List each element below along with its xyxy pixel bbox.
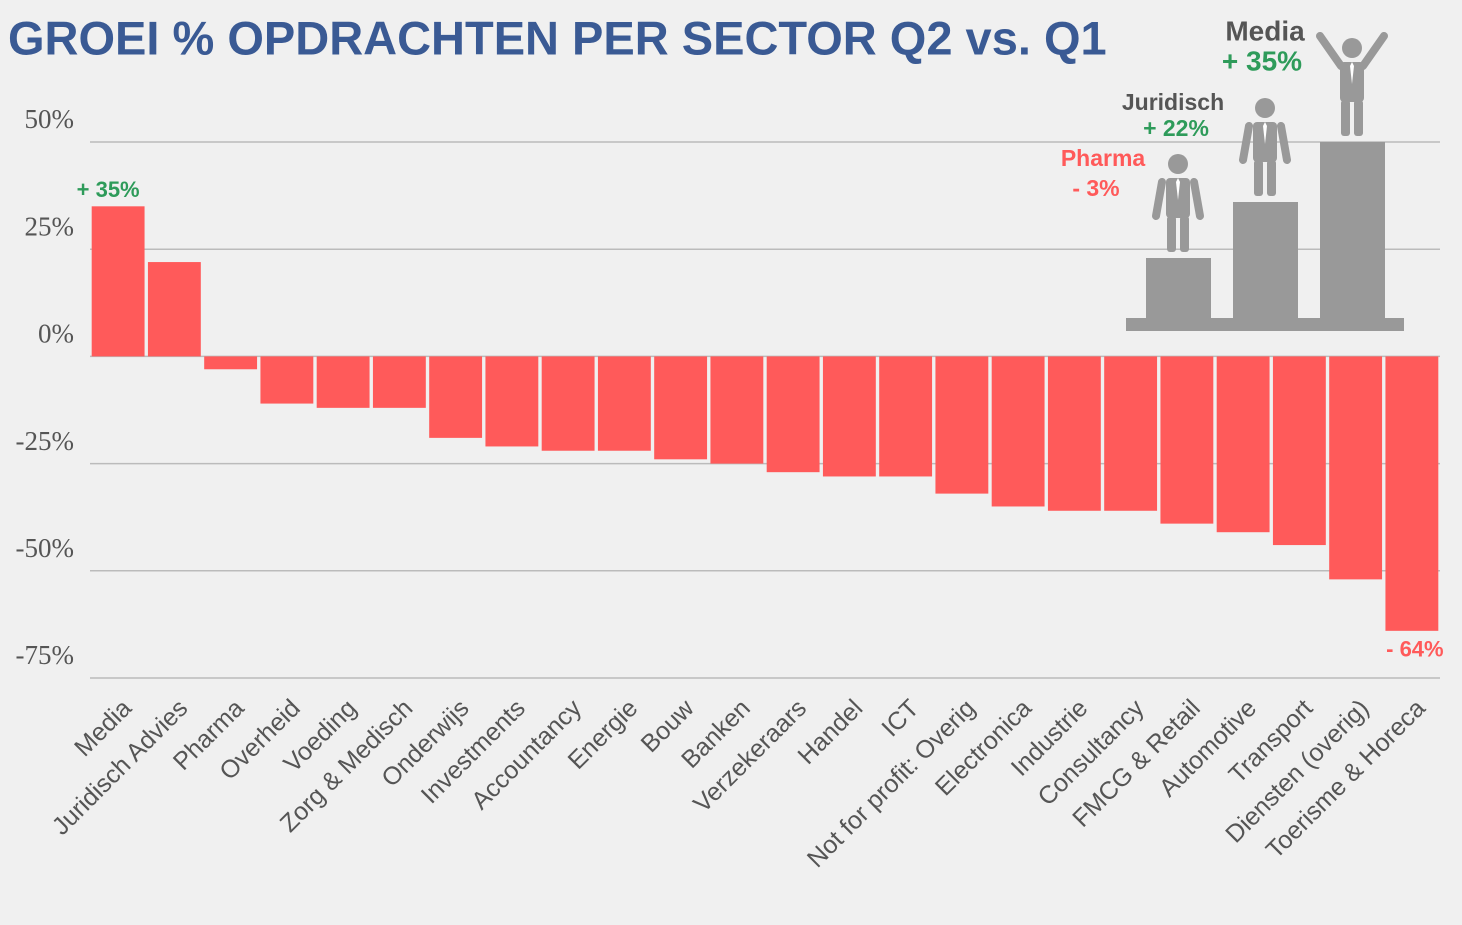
podium-name: Media bbox=[1225, 15, 1305, 46]
bar bbox=[204, 356, 258, 370]
person-tie bbox=[1263, 122, 1267, 144]
bar bbox=[1047, 356, 1101, 511]
bar bbox=[1216, 356, 1270, 533]
podium-label: - 3% bbox=[1072, 175, 1119, 201]
person-leg bbox=[1341, 100, 1350, 136]
podium-name: Pharma bbox=[1061, 145, 1146, 171]
y-tick-label: -50% bbox=[16, 533, 74, 563]
y-tick-label: -25% bbox=[16, 426, 74, 456]
person-arm bbox=[1152, 178, 1166, 220]
bar bbox=[597, 356, 651, 451]
chart-title: GROEI % OPDRACHTEN PER SECTOR Q2 vs. Q1 bbox=[8, 11, 1107, 64]
bar bbox=[935, 356, 989, 494]
person-leg bbox=[1354, 100, 1363, 136]
bar bbox=[879, 356, 933, 477]
bar bbox=[710, 356, 764, 464]
person-arm bbox=[1316, 32, 1345, 70]
person-leg bbox=[1180, 216, 1189, 252]
bar bbox=[372, 356, 426, 408]
podium-label: + 22% bbox=[1143, 115, 1209, 141]
bar bbox=[316, 356, 370, 408]
bar bbox=[429, 356, 483, 438]
person-head bbox=[1342, 38, 1362, 58]
person-leg bbox=[1167, 216, 1176, 252]
person-arm bbox=[1190, 178, 1204, 220]
bar bbox=[147, 262, 201, 357]
person-leg bbox=[1254, 160, 1263, 196]
bar bbox=[766, 356, 820, 473]
person-tie bbox=[1350, 62, 1354, 84]
bar bbox=[1104, 356, 1158, 511]
bar bbox=[1160, 356, 1214, 524]
bar bbox=[1329, 356, 1383, 580]
person-leg bbox=[1267, 160, 1276, 196]
podium-label: + 35% bbox=[1222, 45, 1302, 76]
podium-step bbox=[1320, 142, 1385, 318]
y-tick-label: 0% bbox=[38, 319, 74, 349]
bar bbox=[822, 356, 876, 477]
person-head bbox=[1255, 98, 1275, 118]
bar bbox=[654, 356, 708, 460]
podium-step bbox=[1233, 202, 1298, 318]
podium-name: Juridisch bbox=[1122, 89, 1224, 115]
data-label: + 35% bbox=[77, 177, 140, 202]
person-head bbox=[1168, 154, 1188, 174]
podium-base bbox=[1126, 318, 1404, 331]
person-arm bbox=[1359, 32, 1388, 70]
y-tick-label: -75% bbox=[16, 640, 74, 670]
person-tie bbox=[1176, 178, 1180, 200]
person-arm bbox=[1277, 122, 1291, 164]
bar bbox=[91, 206, 145, 357]
bar bbox=[541, 356, 595, 451]
bar bbox=[991, 356, 1045, 507]
bar bbox=[1272, 356, 1326, 546]
y-tick-label: 25% bbox=[25, 211, 75, 241]
bar bbox=[485, 356, 539, 447]
person-arm bbox=[1239, 122, 1253, 164]
podium-step bbox=[1146, 258, 1211, 318]
y-tick-label: 50% bbox=[25, 104, 75, 134]
bar bbox=[260, 356, 314, 404]
data-label: - 64% bbox=[1386, 637, 1443, 662]
bar bbox=[1385, 356, 1439, 631]
